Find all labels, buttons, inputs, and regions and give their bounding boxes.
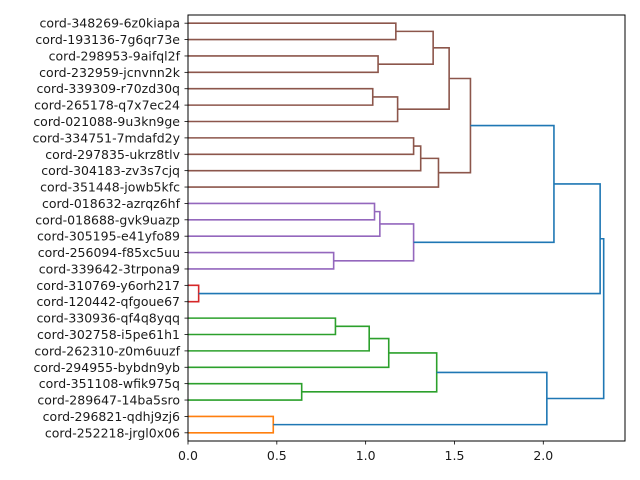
dendrogram-link-m20 (188, 337, 390, 369)
dendrogram-link-m1 (188, 22, 397, 41)
leaf-label: cord-193136-7g6qr73e (35, 32, 180, 47)
x-tick-label: 1.0 (356, 448, 376, 463)
leaf-label: cord-330936-qf4q8yqq (36, 311, 180, 326)
x-tick-label: 2.0 (533, 448, 553, 463)
leaf-label: cord-256094-f85xc5uu (38, 245, 180, 260)
x-tick-label: 0.0 (178, 448, 198, 463)
leaf-label: cord-305195-e41yfo89 (37, 229, 180, 244)
dendrogram-link-m22 (301, 352, 438, 393)
dendrogram-link-m18 (188, 317, 337, 336)
dendrogram-link-m14 (333, 223, 415, 262)
leaf-label: cord-018688-gvk9uazp (35, 212, 180, 227)
x-axis-ticks: 0.0 0.5 1.0 1.5 2.0 (178, 441, 553, 463)
dendrogram-link-m11 (188, 202, 376, 221)
dendrogram-link-m10 (438, 77, 472, 174)
leaf-labels: cord-348269-6z0kiapacord-193136-7g6qr73e… (32, 16, 188, 440)
dendrogram-link-m24 (273, 371, 548, 426)
leaf-label: cord-310769-y6orh217 (36, 278, 180, 293)
leaf-label: cord-298953-9aifql2f (49, 48, 181, 63)
dendrogram-link-m19 (188, 325, 370, 352)
leaf-label: cord-021088-9u3kn9ge (33, 114, 180, 129)
leaf-label: cord-262310-z0m6uuzf (34, 343, 180, 358)
dendrogram-link-m2 (188, 55, 379, 74)
x-tick-label: 0.5 (267, 448, 287, 463)
dendrogram-link-m4 (188, 87, 374, 106)
leaf-label: cord-334751-7mdafd2y (32, 130, 180, 145)
dendrogram-link-m3 (378, 30, 434, 65)
dendrogram-link-m5 (188, 96, 399, 123)
x-tick-label: 1.5 (445, 448, 465, 463)
leaf-label: cord-339642-3trpona9 (39, 261, 180, 276)
leaf-label: cord-018632-azrqz6hf (42, 196, 181, 211)
leaf-label: cord-120442-qfgoue67 (36, 294, 180, 309)
axes-frame (187, 14, 626, 442)
dendrogram-link-m7 (188, 137, 415, 156)
dendrogram-link-m6 (397, 46, 450, 111)
leaf-label: cord-351448-jowb5kfc (40, 180, 180, 195)
leaf-label: cord-351108-wfik975q (39, 376, 180, 391)
leaf-label: cord-296821-qdhj9zj6 (43, 409, 180, 424)
dendrogram-link-m13 (188, 251, 335, 270)
dendrogram-link-m12 (188, 210, 381, 237)
leaf-label: cord-348269-6z0kiapa (39, 16, 180, 31)
leaf-label: cord-265178-q7x7ec24 (34, 98, 180, 113)
dendrogram-link-m25 (546, 237, 605, 400)
dendrogram-links (188, 22, 605, 434)
leaf-label: cord-232959-jcnvnn2k (39, 65, 181, 80)
dendrogram-link-m8 (188, 145, 422, 172)
leaf-label: cord-297835-ukrz8tlv (45, 147, 180, 162)
leaf-label: cord-294955-bybdn9yb (33, 360, 180, 375)
dendrogram-link-m16 (188, 284, 200, 303)
leaf-label: cord-304183-zv3s7cjq (41, 163, 180, 178)
dendrogram-link-m23 (188, 415, 275, 434)
leaf-label: cord-289647-14ba5sro (37, 393, 180, 408)
dendrogram-link-m15 (413, 124, 555, 244)
dendrogram-link-m9 (188, 157, 440, 188)
dendrogram-link-m17 (198, 183, 601, 295)
leaf-label: cord-252218-jrgl0x06 (45, 425, 180, 440)
leaf-label: cord-339309-r70zd30q (37, 81, 181, 96)
leaf-label: cord-302758-i5pe61h1 (37, 327, 180, 342)
dendrogram-link-m21 (188, 382, 303, 401)
